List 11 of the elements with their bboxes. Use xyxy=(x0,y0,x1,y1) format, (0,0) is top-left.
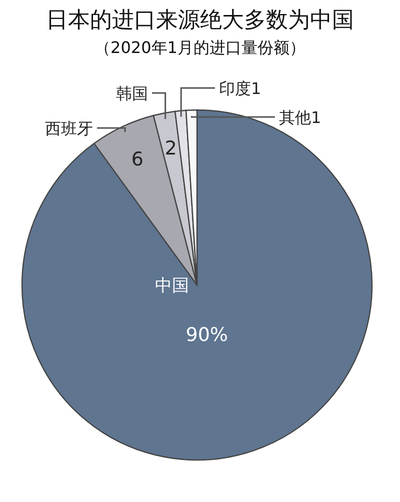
chart-title: 日本的进口来源绝大多数为中国 xyxy=(46,8,354,33)
chart-subtitle: （2020年1月的进口量份额） xyxy=(94,38,306,57)
slice-label: 印度1 xyxy=(219,79,262,98)
data-label: 2 xyxy=(164,137,177,160)
data-label: 90% xyxy=(186,324,228,346)
slice-label: 中国 xyxy=(154,276,189,296)
slice-label: 韩国 xyxy=(116,84,148,103)
slice-label: 其他1 xyxy=(279,108,322,127)
slice-label: 西班牙 xyxy=(45,119,93,138)
pie-slice xyxy=(22,109,373,460)
data-label: 6 xyxy=(131,148,144,170)
